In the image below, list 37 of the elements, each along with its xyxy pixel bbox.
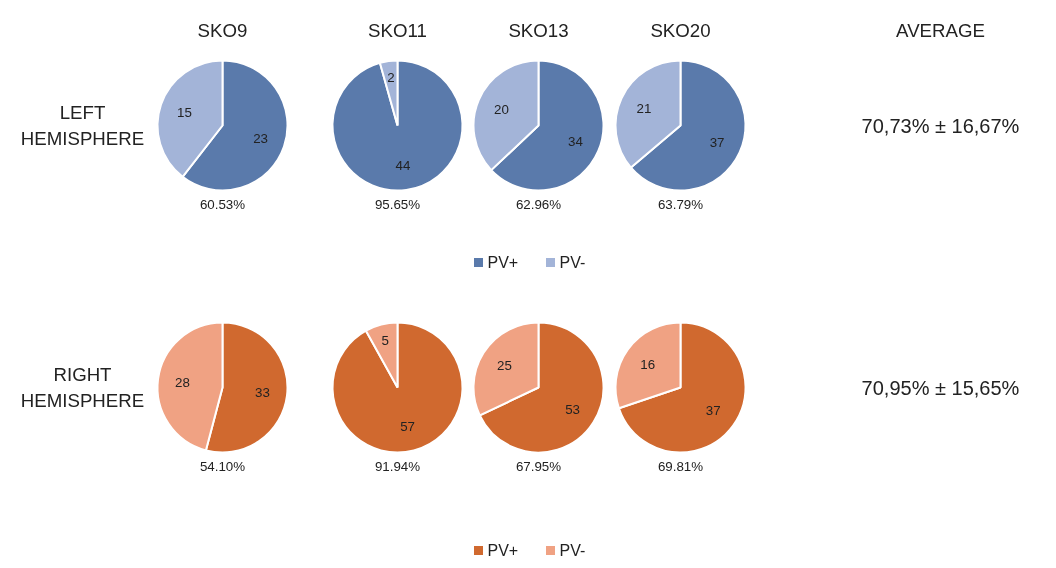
data-label: 34	[568, 133, 584, 149]
legend-label: PV-	[559, 542, 586, 559]
data-label: 20	[494, 102, 509, 118]
text: 54.10%	[199, 459, 246, 474]
data-label: 15	[176, 104, 192, 120]
data-label: 16	[640, 356, 656, 372]
chart-title: SKO11	[368, 20, 427, 41]
data-label: 23	[253, 131, 269, 147]
text: 70,95% ± 15,65%	[861, 376, 1020, 399]
text: 67.95%	[515, 459, 562, 474]
data-label: 28	[175, 374, 190, 390]
text: 69.81%	[657, 459, 704, 474]
data-label: 57	[400, 419, 416, 435]
legend-label: PV+	[487, 254, 519, 271]
data-label: 37	[709, 134, 725, 150]
chart-title: SKO20	[650, 20, 711, 41]
data-label: 33	[255, 385, 270, 401]
text: AVERAGE	[896, 20, 985, 41]
legend-label: PV-	[559, 254, 586, 271]
text: 91.94%	[374, 459, 421, 474]
legend-label: PV+	[487, 542, 519, 559]
text: 60.53%	[199, 197, 246, 212]
data-label: 44	[395, 157, 411, 173]
text: 95.65%	[374, 197, 421, 212]
chart-title: SKO9	[197, 20, 248, 41]
chart-title: SKO13	[508, 20, 569, 41]
data-label: 2	[387, 69, 395, 85]
data-label: 37	[705, 403, 721, 419]
data-label: 25	[497, 358, 512, 374]
data-label: 5	[381, 332, 389, 348]
text: 70,73% ± 16,67%	[861, 114, 1020, 137]
text: 62.96%	[515, 197, 562, 212]
data-label: 53	[565, 401, 580, 417]
data-label: 21	[636, 101, 652, 117]
text: LEFT HEMISPHERE	[20, 102, 145, 149]
text: 63.79%	[657, 197, 704, 212]
text: RIGHT HEMISPHERE	[20, 364, 145, 411]
